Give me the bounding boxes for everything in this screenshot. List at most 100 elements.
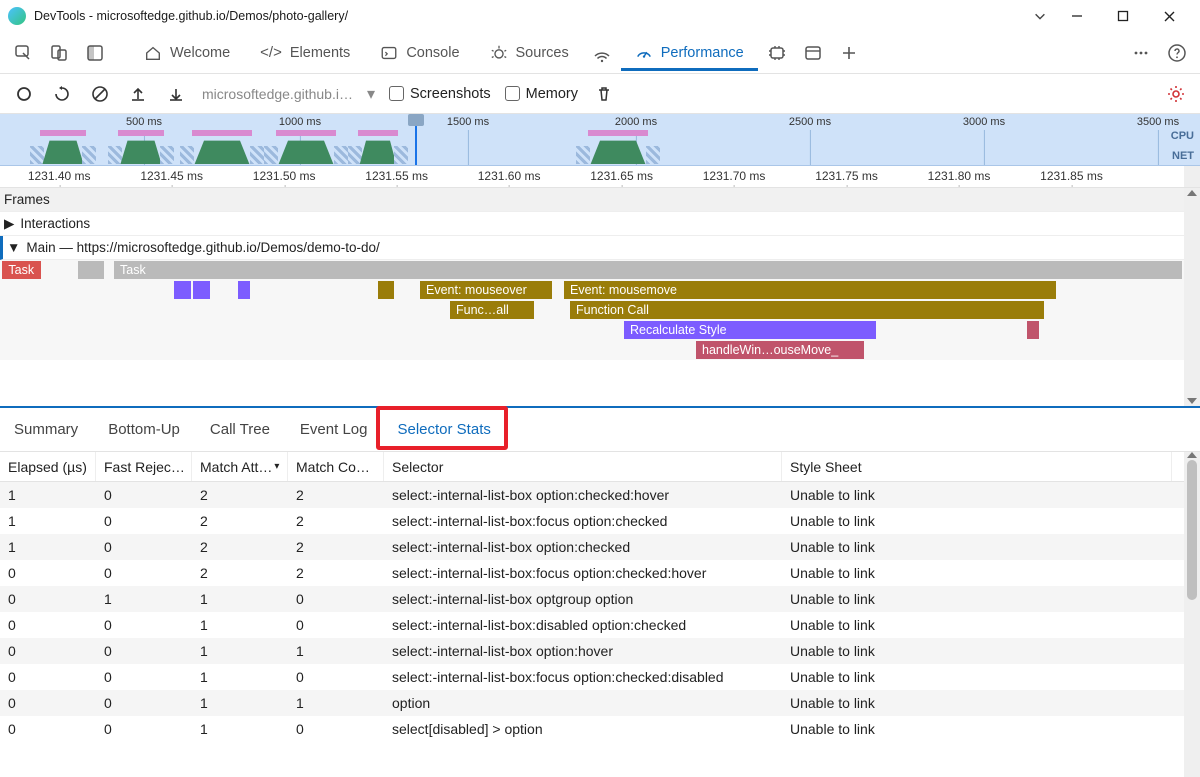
download-button[interactable] — [164, 82, 188, 106]
lane-main[interactable]: ▼Main — https://microsoftedge.github.io/… — [0, 236, 1200, 260]
tab-dropdown-icon[interactable] — [1026, 2, 1054, 30]
window-titlebar: DevTools - microsoftedge.github.io/Demos… — [0, 0, 1200, 32]
table-cell: 2 — [192, 513, 288, 529]
flame-bar[interactable] — [378, 281, 394, 299]
table-row[interactable]: 0010select:-internal-list-box:focus opti… — [0, 664, 1200, 690]
table-cell: select:-internal-list-box option:checked — [384, 539, 782, 555]
close-button[interactable] — [1146, 2, 1192, 30]
reload-record-button[interactable] — [50, 82, 74, 106]
edge-icon — [8, 7, 26, 25]
flame-scrollbar[interactable] — [1184, 188, 1200, 406]
col-matchatt[interactable]: Match Att…▾ — [192, 452, 288, 481]
ruler-tick: 1231.45 ms — [140, 169, 203, 183]
net-label: NET — [1172, 150, 1194, 162]
minimize-button[interactable] — [1054, 2, 1100, 30]
flame-bar[interactable] — [1027, 321, 1039, 339]
col-matchco[interactable]: Match Co… — [288, 452, 384, 481]
table-row[interactable]: 0110select:-internal-list-box optgroup o… — [0, 586, 1200, 612]
table-row[interactable]: 0010select:-internal-list-box:disabled o… — [0, 612, 1200, 638]
clear-button[interactable] — [88, 82, 112, 106]
table-row[interactable]: 1022select:-internal-list-box option:che… — [0, 534, 1200, 560]
network-conditions-icon[interactable] — [585, 36, 619, 70]
table-cell: 1 — [288, 643, 384, 659]
timeline-overview[interactable]: 500 ms1000 ms1500 ms2000 ms2500 ms3000 m… — [0, 114, 1200, 166]
expand-icon[interactable]: ▶ — [4, 216, 14, 232]
lane-frames[interactable]: Frames — [0, 188, 1200, 212]
device-toggle-icon[interactable] — [42, 36, 76, 70]
table-row[interactable]: 1022select:-internal-list-box:focus opti… — [0, 508, 1200, 534]
flame-bar-task[interactable]: Task — [2, 261, 40, 279]
table-cell: select:-internal-list-box option:hover — [384, 643, 782, 659]
table-row[interactable]: 0011select:-internal-list-box option:hov… — [0, 638, 1200, 664]
flame-bar-task[interactable]: Task — [114, 261, 1182, 279]
table-cell: Unable to link — [782, 617, 1172, 633]
table-row[interactable]: 0011optionUnable to link — [0, 690, 1200, 716]
tab-console[interactable]: Console — [366, 36, 473, 70]
flame-bar[interactable] — [174, 281, 191, 299]
dtab-summary[interactable]: Summary — [12, 417, 80, 442]
tab-performance[interactable]: Performance — [621, 36, 758, 70]
table-cell: 0 — [96, 513, 192, 529]
flame-ruler[interactable]: 1231.40 ms1231.45 ms1231.50 ms1231.55 ms… — [0, 166, 1200, 188]
dock-icon[interactable] — [78, 36, 112, 70]
flame-bar[interactable] — [193, 281, 210, 299]
flame-bar[interactable] — [238, 281, 250, 299]
col-stylesheet[interactable]: Style Sheet — [782, 452, 1172, 481]
tab-label: Console — [406, 45, 459, 61]
maximize-button[interactable] — [1100, 2, 1146, 30]
table-cell: Unable to link — [782, 487, 1172, 503]
add-tab-icon[interactable] — [832, 36, 866, 70]
flame-bar-handler[interactable]: handleWin…ouseMove_ — [696, 341, 864, 359]
recording-dropdown-icon[interactable]: ▾ — [367, 84, 375, 104]
table-cell: 1 — [0, 513, 96, 529]
delete-button[interactable] — [592, 82, 616, 106]
settings-button[interactable] — [1164, 82, 1188, 106]
record-button[interactable] — [12, 82, 36, 106]
dtab-bottomup[interactable]: Bottom-Up — [106, 417, 182, 442]
more-icon[interactable] — [1124, 36, 1158, 70]
screenshots-checkbox[interactable]: Screenshots — [389, 86, 491, 102]
overview-tick: 1500 ms — [447, 116, 489, 128]
table-cell: 2 — [288, 539, 384, 555]
checkbox-label: Screenshots — [410, 86, 491, 102]
dtab-eventlog[interactable]: Event Log — [298, 417, 370, 442]
performance-toolbar: microsoftedge.github.i… ▾ Screenshots Me… — [0, 74, 1200, 114]
scrollbar-thumb[interactable] — [1187, 460, 1197, 600]
table-cell: 0 — [0, 617, 96, 633]
table-row[interactable]: 0010select[disabled] > optionUnable to l… — [0, 716, 1200, 742]
table-row[interactable]: 1022select:-internal-list-box option:che… — [0, 482, 1200, 508]
flame-bar-function-call[interactable]: Func…all — [450, 301, 534, 319]
tab-elements[interactable]: </> Elements — [246, 36, 364, 70]
dtab-calltree[interactable]: Call Tree — [208, 417, 272, 442]
inspect-icon[interactable] — [6, 36, 40, 70]
table-row[interactable]: 0022select:-internal-list-box:focus opti… — [0, 560, 1200, 586]
flame-bar-event-mouseover[interactable]: Event: mouseover — [420, 281, 552, 299]
memory-icon[interactable] — [760, 36, 794, 70]
ruler-tick: 1231.50 ms — [253, 169, 316, 183]
col-selector[interactable]: Selector — [384, 452, 782, 481]
table-cell: 2 — [192, 565, 288, 581]
flame-chart[interactable]: Frames ▶Interactions ▼Main — https://mic… — [0, 188, 1200, 408]
table-cell: Unable to link — [782, 643, 1172, 659]
flame-bar-function-call[interactable]: Function Call — [570, 301, 1044, 319]
collapse-icon[interactable]: ▼ — [7, 240, 20, 255]
upload-button[interactable] — [126, 82, 150, 106]
table-scrollbar[interactable] — [1184, 452, 1200, 777]
flame-bar-event-mousemove[interactable]: Event: mousemove — [564, 281, 1056, 299]
table-cell: select:-internal-list-box option:checked… — [384, 487, 782, 503]
ruler-scrollbar[interactable] — [1184, 166, 1200, 187]
app-icon[interactable] — [796, 36, 830, 70]
dtab-selectorstats[interactable]: Selector Stats — [395, 417, 492, 442]
selector-stats-table: Elapsed (µs) Fast Rejec… Match Att…▾ Mat… — [0, 452, 1200, 777]
col-elapsed[interactable]: Elapsed (µs) — [0, 452, 96, 481]
help-icon[interactable] — [1160, 36, 1194, 70]
home-icon — [144, 44, 162, 62]
flame-bar-recalculate-style[interactable]: Recalculate Style — [624, 321, 876, 339]
lane-interactions[interactable]: ▶Interactions — [0, 212, 1200, 236]
memory-checkbox[interactable]: Memory — [505, 86, 578, 102]
col-fastreject[interactable]: Fast Rejec… — [96, 452, 192, 481]
flame-bar[interactable] — [78, 261, 104, 279]
tab-sources[interactable]: Sources — [476, 36, 583, 70]
overview-activity — [354, 130, 402, 164]
tab-welcome[interactable]: Welcome — [130, 36, 244, 70]
